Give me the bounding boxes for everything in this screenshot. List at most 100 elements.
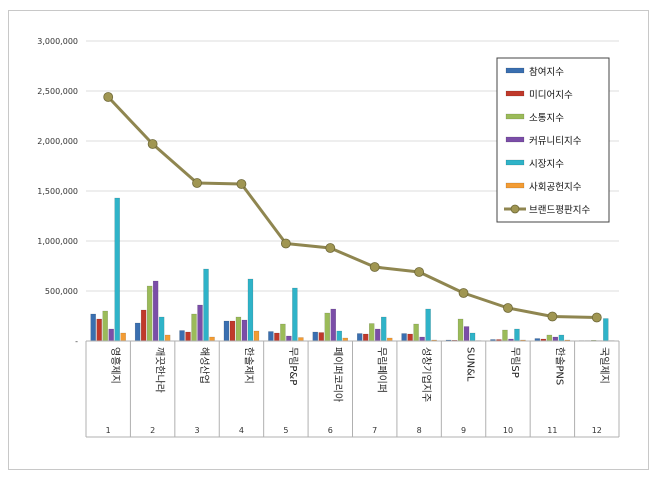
category-rank: 9	[461, 426, 466, 435]
bar-6-5	[298, 337, 304, 342]
bar-1-8	[401, 333, 407, 342]
legend-label: 커뮤니티지수	[529, 136, 582, 147]
brand-index-point-1	[103, 92, 114, 102]
category-rank: 4	[239, 426, 244, 435]
bar-2-8	[407, 333, 413, 342]
bar-2-3	[185, 331, 191, 342]
bar-5-7	[381, 316, 387, 342]
brand-index-point-3	[192, 178, 202, 188]
brand-index-point-9	[458, 288, 469, 298]
legend-label: 브랜드평판지수	[529, 205, 590, 216]
y-tick-label: 3,000,000	[37, 37, 78, 46]
category-rank: 3	[194, 426, 199, 435]
brand-index-point-12	[591, 312, 602, 323]
bar-3-10	[502, 329, 508, 342]
category-label: 무림SP	[509, 347, 521, 378]
legend-swatch	[505, 136, 525, 143]
y-tick-label: 500,000	[45, 287, 78, 296]
category-rank: 6	[328, 426, 333, 435]
brand-index-line	[103, 92, 602, 323]
bar-1-1	[90, 313, 96, 342]
category-label: SUN&L	[465, 347, 476, 382]
legend-swatch	[505, 159, 525, 166]
bar-3-4	[235, 316, 242, 342]
bar-4-8	[419, 336, 425, 342]
brand-index-point-5	[280, 238, 291, 249]
bar-4-3	[197, 304, 203, 342]
bar-4-2	[152, 280, 159, 342]
legend-label: 사회공헌지수	[529, 182, 582, 193]
y-tick-label: 2,000,000	[37, 137, 78, 146]
y-tick-label: -	[75, 337, 78, 346]
bar-5-2	[158, 316, 165, 342]
category-label: 한솔PNS	[553, 347, 565, 385]
category-label: 영흥제지	[109, 347, 122, 384]
bar-5-4	[247, 278, 254, 342]
bar-5-6	[336, 330, 342, 342]
y-tick-label: 1,500,000	[37, 187, 78, 196]
bar-3-7	[369, 323, 375, 342]
gridlines	[86, 40, 619, 292]
category-label: 무림P&P	[287, 347, 299, 385]
legend-swatch	[505, 90, 525, 97]
legend-swatch	[505, 67, 525, 74]
category-label: 한솔제지	[242, 347, 254, 384]
bar-2-1	[96, 318, 102, 342]
category-label: 깨끗한나라	[154, 347, 166, 393]
legend-box	[496, 57, 610, 223]
bar-2-6	[318, 332, 324, 342]
bar-3-3	[191, 313, 197, 342]
bar-1-6	[312, 331, 318, 342]
bar-5-11	[558, 334, 565, 342]
x-axis: 영흥제지 1 깨끗한나라 2 해성산업 3 한솔제지 4 무림P&P 5 페이퍼코리아 6 무림페이퍼 7…	[85, 340, 620, 438]
category-rank: 11	[547, 426, 557, 435]
bar-3-6	[324, 312, 330, 342]
category-label: 페이퍼코리아	[331, 347, 343, 402]
bar-5-9	[469, 332, 476, 342]
bar-4-6	[330, 308, 336, 342]
legend-swatch	[505, 182, 525, 189]
bar-3-8	[413, 323, 419, 342]
category-rank: 10	[503, 426, 513, 435]
legend-label: 참여지수	[529, 66, 564, 78]
legend-marker	[510, 204, 520, 214]
bar-6-2	[164, 334, 171, 342]
bar-6-1	[120, 332, 126, 342]
bar-1-7	[357, 333, 363, 342]
bar-3-11	[546, 334, 553, 342]
y-tick-label: 2,500,000	[37, 87, 78, 96]
brand-index-point-11	[547, 311, 558, 322]
bar-1-4	[223, 320, 230, 342]
bar-6-4	[253, 330, 260, 342]
bar-4-5	[286, 335, 292, 342]
category-rank: 2	[150, 426, 155, 435]
bar-5-1	[114, 197, 120, 342]
brand-index-point-4	[236, 179, 247, 189]
bar-3-5	[280, 323, 286, 342]
bar-5-10	[514, 328, 520, 342]
bar-5-5	[292, 287, 298, 342]
brand-index-point-6	[325, 243, 336, 253]
bar-2-4	[229, 320, 236, 342]
category-label: 해성산업	[198, 347, 211, 384]
bar-2-2	[140, 309, 147, 342]
category-label: 성창기업지주	[420, 347, 433, 402]
brand-index-point-2	[147, 139, 158, 149]
bar-1-3	[179, 330, 185, 342]
bar-1-2	[134, 322, 141, 342]
bar-4-7	[375, 328, 381, 342]
bar-5-8	[425, 308, 431, 342]
category-rank: 8	[417, 426, 422, 435]
y-tick-label: 1,000,000	[37, 237, 78, 246]
legend-label: 시장지수	[529, 159, 564, 170]
bar-3-9	[457, 318, 464, 342]
category-rank: 7	[372, 426, 377, 435]
bar-4-1	[108, 328, 114, 342]
brand-index-point-8	[414, 267, 425, 277]
category-label: 국일제지	[598, 347, 610, 384]
category-rank: 5	[283, 426, 288, 435]
bar-3-2	[146, 285, 153, 342]
bars	[90, 197, 615, 342]
